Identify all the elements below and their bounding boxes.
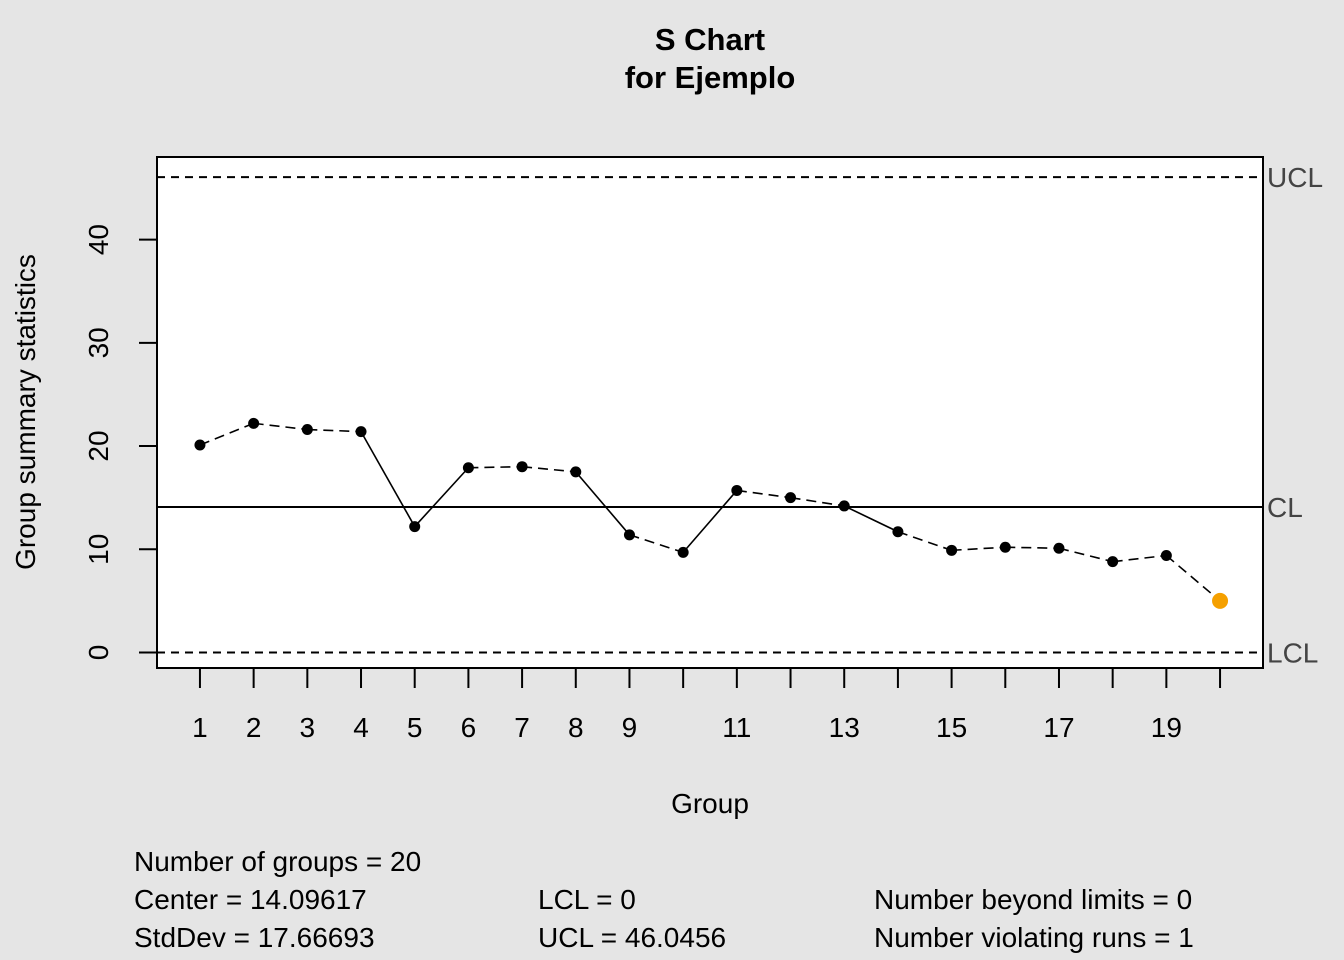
data-point [946, 544, 958, 556]
data-point [623, 529, 635, 541]
series-segment [468, 465, 523, 469]
data-point [194, 439, 206, 451]
y-tick-label: 0 [83, 645, 114, 661]
x-tick-label: 9 [622, 712, 638, 743]
stat-stddev: StdDev = 17.66693 [134, 922, 375, 953]
y-axis: 0 10 20 30 40 [83, 224, 158, 661]
series-segment [575, 471, 631, 536]
data-point [301, 424, 313, 436]
data-point [999, 541, 1011, 553]
x-tick-label: 5 [407, 712, 423, 743]
x-tick-label: 17 [1043, 712, 1074, 743]
data-point [838, 500, 850, 512]
stat-lcl: LCL = 0 [538, 884, 636, 915]
series-segment [897, 530, 952, 552]
x-axis-label: Group [671, 788, 749, 819]
data-point [516, 461, 528, 473]
data-point [248, 417, 260, 429]
stat-number-of-groups: Number of groups = 20 [134, 846, 422, 877]
series-segment [682, 489, 738, 553]
cl-label: CL [1267, 492, 1303, 523]
ucl-label: UCL [1267, 162, 1323, 193]
stat-beyond-limits: Number beyond limits = 0 [874, 884, 1193, 915]
series-segment [736, 489, 791, 499]
x-tick-label: 1 [192, 712, 208, 743]
series-segment [1005, 546, 1059, 550]
stat-violating-runs: Number violating runs = 1 [874, 922, 1194, 953]
x-tick-label: 2 [246, 712, 262, 743]
y-tick-label: 30 [83, 327, 114, 358]
series-segment [1058, 547, 1113, 563]
x-axis: 1 2 3 4 5 6 7 8 9 11 13 15 17 19 [192, 667, 1222, 743]
series-segment [1112, 554, 1167, 563]
data-point [355, 426, 367, 438]
data-point [1160, 549, 1172, 561]
data-point [409, 521, 421, 533]
lcl-label: LCL [1267, 638, 1318, 669]
data-point [1053, 542, 1065, 554]
stat-ucl: UCL = 46.0456 [538, 922, 727, 953]
y-tick-label: 10 [83, 534, 114, 565]
series-segment [1165, 554, 1221, 602]
x-tick-label: 8 [568, 712, 584, 743]
violation-point [1212, 592, 1229, 609]
control-lines: UCL CL LCL [157, 162, 1323, 669]
data-point [785, 492, 797, 504]
series-segment [307, 428, 362, 433]
series-segment [522, 465, 576, 473]
x-tick-label: 7 [514, 712, 530, 743]
data-point [892, 526, 904, 538]
y-tick-label: 40 [83, 224, 114, 255]
series-segment [951, 546, 1006, 552]
series-segment [360, 431, 416, 527]
data-point [462, 462, 474, 474]
series-segment [629, 534, 684, 554]
x-tick-label: 4 [353, 712, 369, 743]
data-series [194, 417, 1229, 609]
data-point [570, 466, 582, 478]
y-tick-label: 20 [83, 430, 114, 461]
series-segment [843, 505, 899, 533]
x-tick-label: 13 [829, 712, 860, 743]
chart-title: S Chart [655, 22, 765, 57]
x-tick-label: 6 [461, 712, 477, 743]
series-segment [253, 422, 308, 431]
chart-subtitle: for Ejemplo [625, 60, 796, 95]
series-segment [199, 422, 254, 446]
series-segment [414, 467, 469, 528]
x-tick-label: 11 [722, 712, 751, 743]
data-point [731, 484, 743, 496]
x-tick-label: 3 [300, 712, 316, 743]
x-tick-label: 15 [936, 712, 967, 743]
data-point [677, 546, 689, 558]
stat-center: Center = 14.09617 [134, 884, 367, 915]
series-segment [790, 496, 845, 507]
x-tick-label: 19 [1151, 712, 1182, 743]
data-point [1107, 556, 1119, 568]
plot-area [156, 156, 1264, 669]
y-axis-label: Group summary statistics [10, 254, 41, 570]
